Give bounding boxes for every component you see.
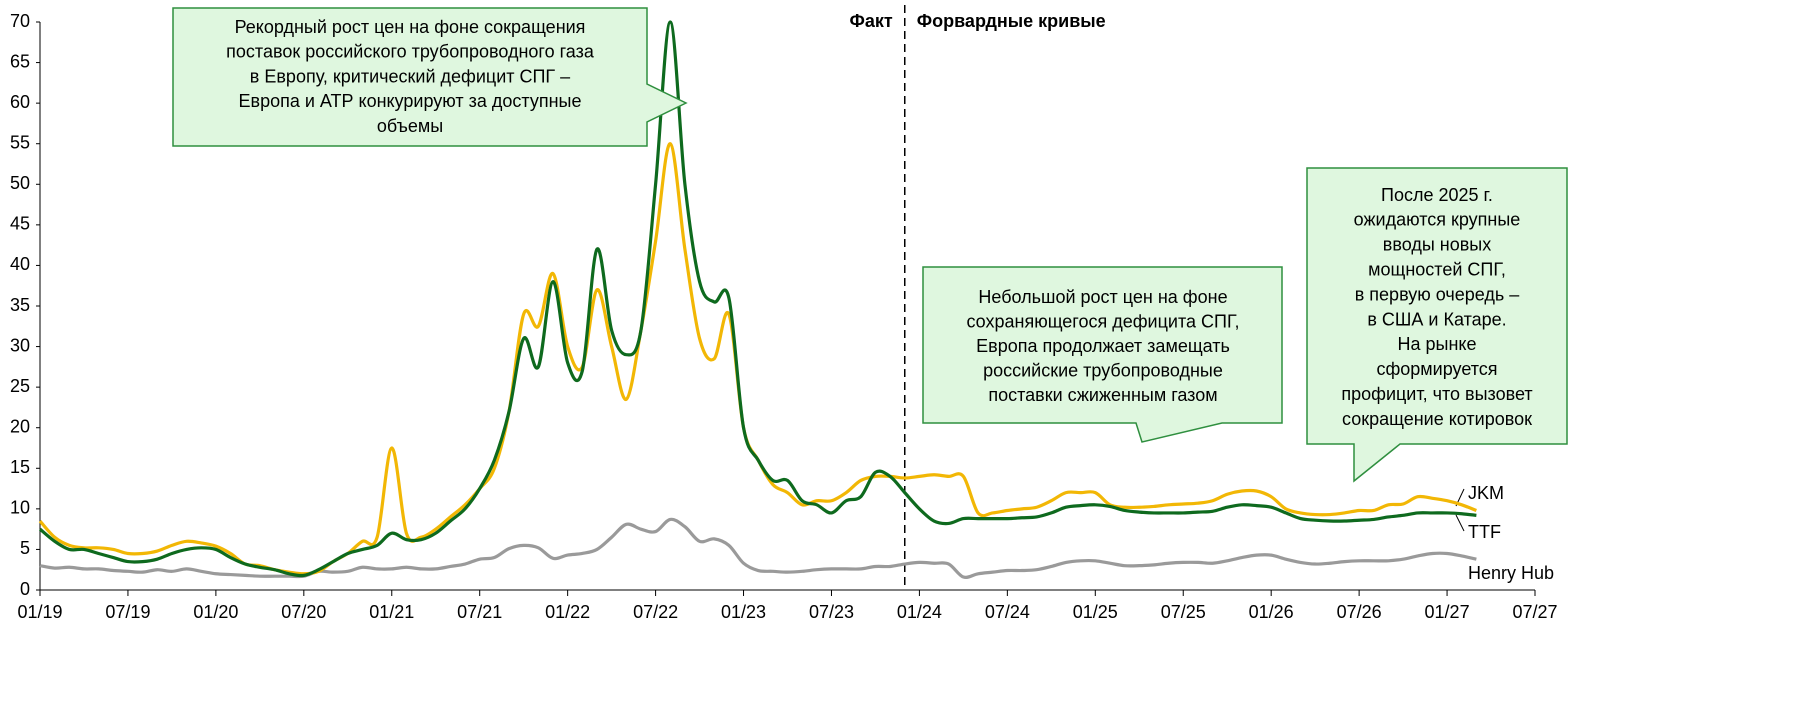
series-label: Henry Hub [1468,563,1554,583]
annotation-text: поставок российского трубопроводного газ… [226,42,595,62]
y-tick-label: 20 [10,416,30,436]
x-tick-label: 07/20 [281,602,326,622]
annotation-text: Небольшой рост цен на фоне [978,287,1227,307]
annotation-text: Европа продолжает замещать [976,336,1230,356]
y-tick-label: 70 [10,11,30,31]
annotation-text: ожидаются крупные [1354,210,1521,230]
annotation-text: объемы [377,116,443,136]
annotation-text: мощностей СПГ, [1368,259,1506,279]
x-tick-label: 07/26 [1337,602,1382,622]
divider-label: Форвардные кривые [917,11,1106,31]
annotation-text: профицит, что вызовет [1341,384,1532,404]
x-tick-label: 07/22 [633,602,678,622]
y-tick-label: 5 [20,538,30,558]
annotation-text: Рекордный рост цен на фоне сокращения [235,17,586,37]
y-tick-label: 0 [20,579,30,599]
x-tick-label: 07/23 [809,602,854,622]
y-tick-label: 60 [10,92,30,112]
x-tick-label: 01/22 [545,602,590,622]
annotation-text: российские трубопроводные [983,361,1223,381]
annotation-text: На рынке [1398,334,1477,354]
callout-box [172,7,688,147]
annotation-text: в Европу, критический дефицит СПГ – [250,66,570,86]
annotation-text: сохраняющегося дефицита СПГ, [966,311,1239,331]
y-tick-label: 35 [10,295,30,315]
x-tick-label: 01/25 [1073,602,1118,622]
annotation-text: в США и Катаре. [1367,309,1506,329]
divider-label: Факт [850,11,893,31]
x-tick-label: 07/21 [457,602,502,622]
y-tick-label: 25 [10,376,30,396]
y-tick-label: 45 [10,214,30,234]
y-tick-label: 55 [10,132,30,152]
series-label: TTF [1468,522,1501,542]
x-tick-label: 01/24 [897,602,942,622]
annotation-text: поставки сжиженным газом [988,385,1217,405]
series-line [39,517,1477,579]
callout-box [1306,167,1568,483]
x-tick-label: 01/21 [369,602,414,622]
x-tick-label: 07/25 [1161,602,1206,622]
x-tick-label: 01/26 [1249,602,1294,622]
y-tick-label: 65 [10,51,30,71]
annotation-text: сформируется [1376,359,1497,379]
y-tick-label: 40 [10,254,30,274]
annotation-text: сокращение котировок [1342,409,1532,429]
series-label: JKM [1468,483,1504,503]
annotation-text: Европа и АТР конкурируют за доступные [239,91,582,111]
series-line [38,20,1477,578]
leader-line [1455,514,1465,532]
annotation-text: вводы новых [1383,235,1491,255]
x-tick-label: 01/23 [721,602,766,622]
callouts [172,7,1568,483]
y-tick-label: 30 [10,335,30,355]
x-tick-label: 01/27 [1425,602,1470,622]
annotation-text: После 2025 г. [1381,185,1493,205]
annotation-text: в первую очередь – [1355,284,1520,304]
x-tick-label: 07/24 [985,602,1030,622]
x-tick-label: 07/19 [105,602,150,622]
y-tick-label: 10 [10,498,30,518]
x-tick-label: 01/20 [193,602,238,622]
y-tick-label: 15 [10,457,30,477]
callout-box [922,266,1283,443]
x-tick-label: 01/19 [17,602,62,622]
y-tick-label: 50 [10,173,30,193]
x-tick-label: 07/27 [1512,602,1557,622]
